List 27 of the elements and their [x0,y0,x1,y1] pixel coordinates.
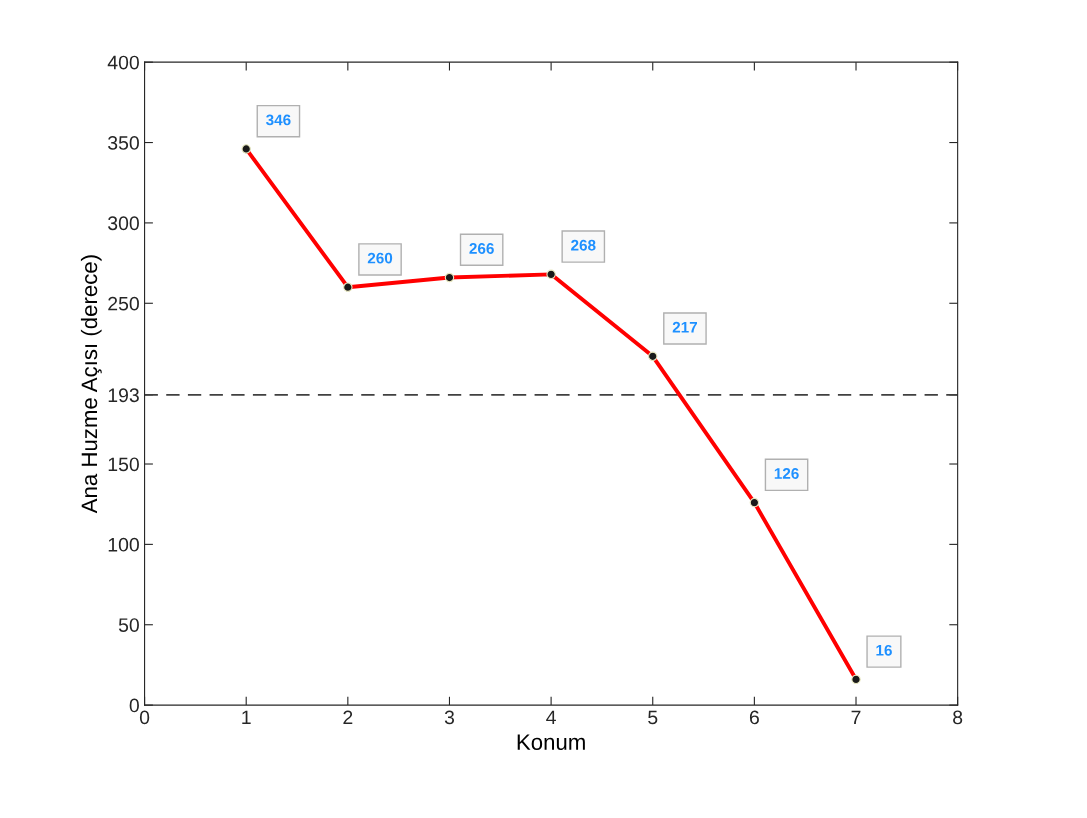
x-tick-label: 0 [139,710,150,725]
x-tick-label: 7 [851,710,861,725]
data-label: 266 [469,243,494,254]
x-tick-label: 3 [444,710,455,725]
y-axis-title: Ana Huzme Açısı (derece) [80,255,102,514]
y-tick-label: 350 [108,136,139,150]
x-tick-label: 2 [343,710,353,725]
y-tick-label: 300 [108,216,139,231]
data-label: 268 [571,239,596,251]
y-tick-label: 193 [108,388,139,403]
data-label: 260 [367,252,393,264]
y-tick-label: 0 [129,698,139,713]
y-tick-label: 50 [118,618,139,632]
data-label: 346 [266,114,291,126]
x-axis-title: Konum [517,734,585,750]
x-tick-label: 6 [749,710,759,725]
y-tick-label: 250 [108,296,139,311]
x-tick-label: 8 [953,710,963,725]
y-tick-label: 400 [107,55,139,70]
data-label: 126 [774,468,799,479]
x-tick-label: 1 [242,710,251,725]
y-tick-label: 150 [108,457,139,472]
data-label: 217 [672,321,698,333]
data-label: 16 [876,644,892,656]
x-tick-label: 4 [546,710,556,725]
x-tick-label: 5 [648,710,658,725]
y-tick-label: 100 [108,537,139,552]
